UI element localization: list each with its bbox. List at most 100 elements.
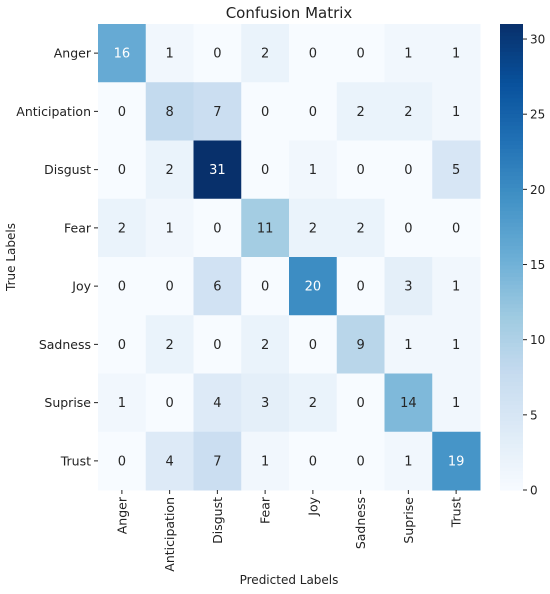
colorbar-segment (500, 276, 523, 281)
cell-value-label: 3 (261, 396, 269, 411)
heatmap-cell (241, 431, 290, 491)
colorbar-segment (500, 245, 523, 250)
cell-value-label: 0 (118, 338, 126, 353)
heatmap-cell (98, 140, 147, 200)
colorbar-tick-label: 20 (530, 183, 545, 197)
cell-value-label: 2 (261, 338, 269, 353)
y-axis-label: True Labels (4, 223, 18, 292)
colorbar-segment (500, 315, 523, 320)
colorbar-tick-label: 15 (530, 258, 545, 272)
cell-value-label: 7 (213, 105, 221, 120)
cell-value-label: 0 (118, 454, 126, 469)
colorbar-segment (500, 427, 523, 433)
heatmap-cell (384, 315, 433, 374)
cell-value-label: 1 (404, 338, 412, 353)
heatmap-cell (145, 373, 194, 433)
colorbar-tick-label: 25 (530, 108, 545, 122)
colorbar-segment (500, 330, 523, 336)
colorbar-segment (500, 113, 523, 118)
heatmap-cell (336, 24, 385, 83)
cell-value-label: 0 (261, 163, 269, 178)
heatmap-cell (193, 257, 242, 316)
colorbar-segment (500, 377, 523, 382)
colorbar-segment (500, 74, 523, 79)
heatmap-cell (384, 431, 433, 491)
heatmap-cell (289, 140, 338, 200)
colorbar-segment (500, 190, 523, 196)
cell-value-label: 0 (213, 47, 221, 62)
heatmap-cell (336, 315, 385, 374)
colorbar-segment (500, 338, 523, 344)
heatmap-cell (384, 24, 433, 83)
colorbar-segment (500, 140, 523, 145)
x-tick-label: Fear (258, 496, 273, 524)
heatmap-cell (432, 373, 481, 433)
colorbar-segment (500, 206, 523, 211)
colorbar-tick-label: 5 (530, 408, 538, 422)
heatmap-cell (384, 140, 433, 200)
colorbar-segment (500, 416, 523, 421)
cell-value-label: 2 (356, 221, 364, 236)
colorbar-segment (500, 334, 523, 340)
colorbar-segment (500, 280, 523, 285)
colorbar-segment (500, 222, 523, 227)
colorbar-segment (500, 346, 523, 351)
heatmap-cell (98, 315, 147, 374)
colorbar-segment (500, 389, 523, 394)
x-tick-label: Suprise (401, 497, 416, 544)
heatmap-cell (432, 257, 481, 316)
colorbar-segment (500, 105, 523, 111)
cell-value-label: 0 (356, 454, 364, 469)
cell-value-label: 1 (404, 47, 412, 62)
colorbar-segment (500, 303, 523, 309)
colorbar-segment (500, 97, 523, 103)
colorbar-segment (500, 373, 523, 378)
colorbar-tick-label: 30 (530, 33, 545, 47)
heatmap-cell (98, 24, 147, 83)
heatmap-cell (336, 140, 385, 200)
colorbar-segment (500, 27, 523, 33)
cell-value-label: 0 (452, 221, 460, 236)
colorbar-segment (500, 443, 523, 448)
heatmap-cell (336, 431, 385, 491)
colorbar (500, 24, 523, 491)
cell-value-label: 2 (404, 105, 412, 120)
colorbar-tick-label: 0 (530, 484, 538, 498)
colorbar-segment (500, 361, 523, 367)
colorbar-segment (500, 385, 523, 390)
colorbar-segment (500, 486, 523, 491)
colorbar-segment (500, 82, 523, 87)
x-tick-label: Disgust (210, 497, 225, 544)
heatmap-cell (336, 82, 385, 141)
colorbar-segment (500, 86, 523, 91)
colorbar-segment (500, 210, 523, 215)
cell-value-label: 2 (165, 163, 173, 178)
colorbar-segment (500, 183, 523, 188)
colorbar-segment (500, 202, 523, 208)
colorbar-segment (500, 78, 523, 83)
cell-value-label: 0 (213, 338, 221, 353)
cell-value-label: 1 (452, 105, 460, 120)
colorbar-segment (500, 412, 523, 417)
heatmap-cell (98, 82, 147, 141)
cell-value-label: 0 (261, 280, 269, 295)
cell-value-label: 1 (309, 163, 317, 178)
cell-value-label: 0 (309, 105, 317, 120)
colorbar-segment (500, 381, 523, 386)
colorbar-segment (500, 482, 523, 487)
cell-value-label: 0 (213, 221, 221, 236)
colorbar-segment (500, 470, 523, 476)
x-axis-ticks: Anger Anticipation Disgust Fear Joy Sadness Su… (114, 490, 464, 572)
heatmap-cells (98, 24, 481, 491)
colorbar-segment (500, 400, 523, 406)
heatmap-cell (241, 257, 290, 316)
colorbar-segment (500, 109, 523, 114)
colorbar-segment (500, 39, 523, 45)
cell-value-label: 1 (118, 396, 126, 411)
colorbar-segment (500, 31, 523, 37)
colorbar-segment (500, 396, 523, 402)
colorbar-segment (500, 233, 523, 239)
heatmap-cell (336, 257, 385, 316)
colorbar-segment (500, 58, 523, 64)
colorbar-segment (500, 156, 523, 161)
